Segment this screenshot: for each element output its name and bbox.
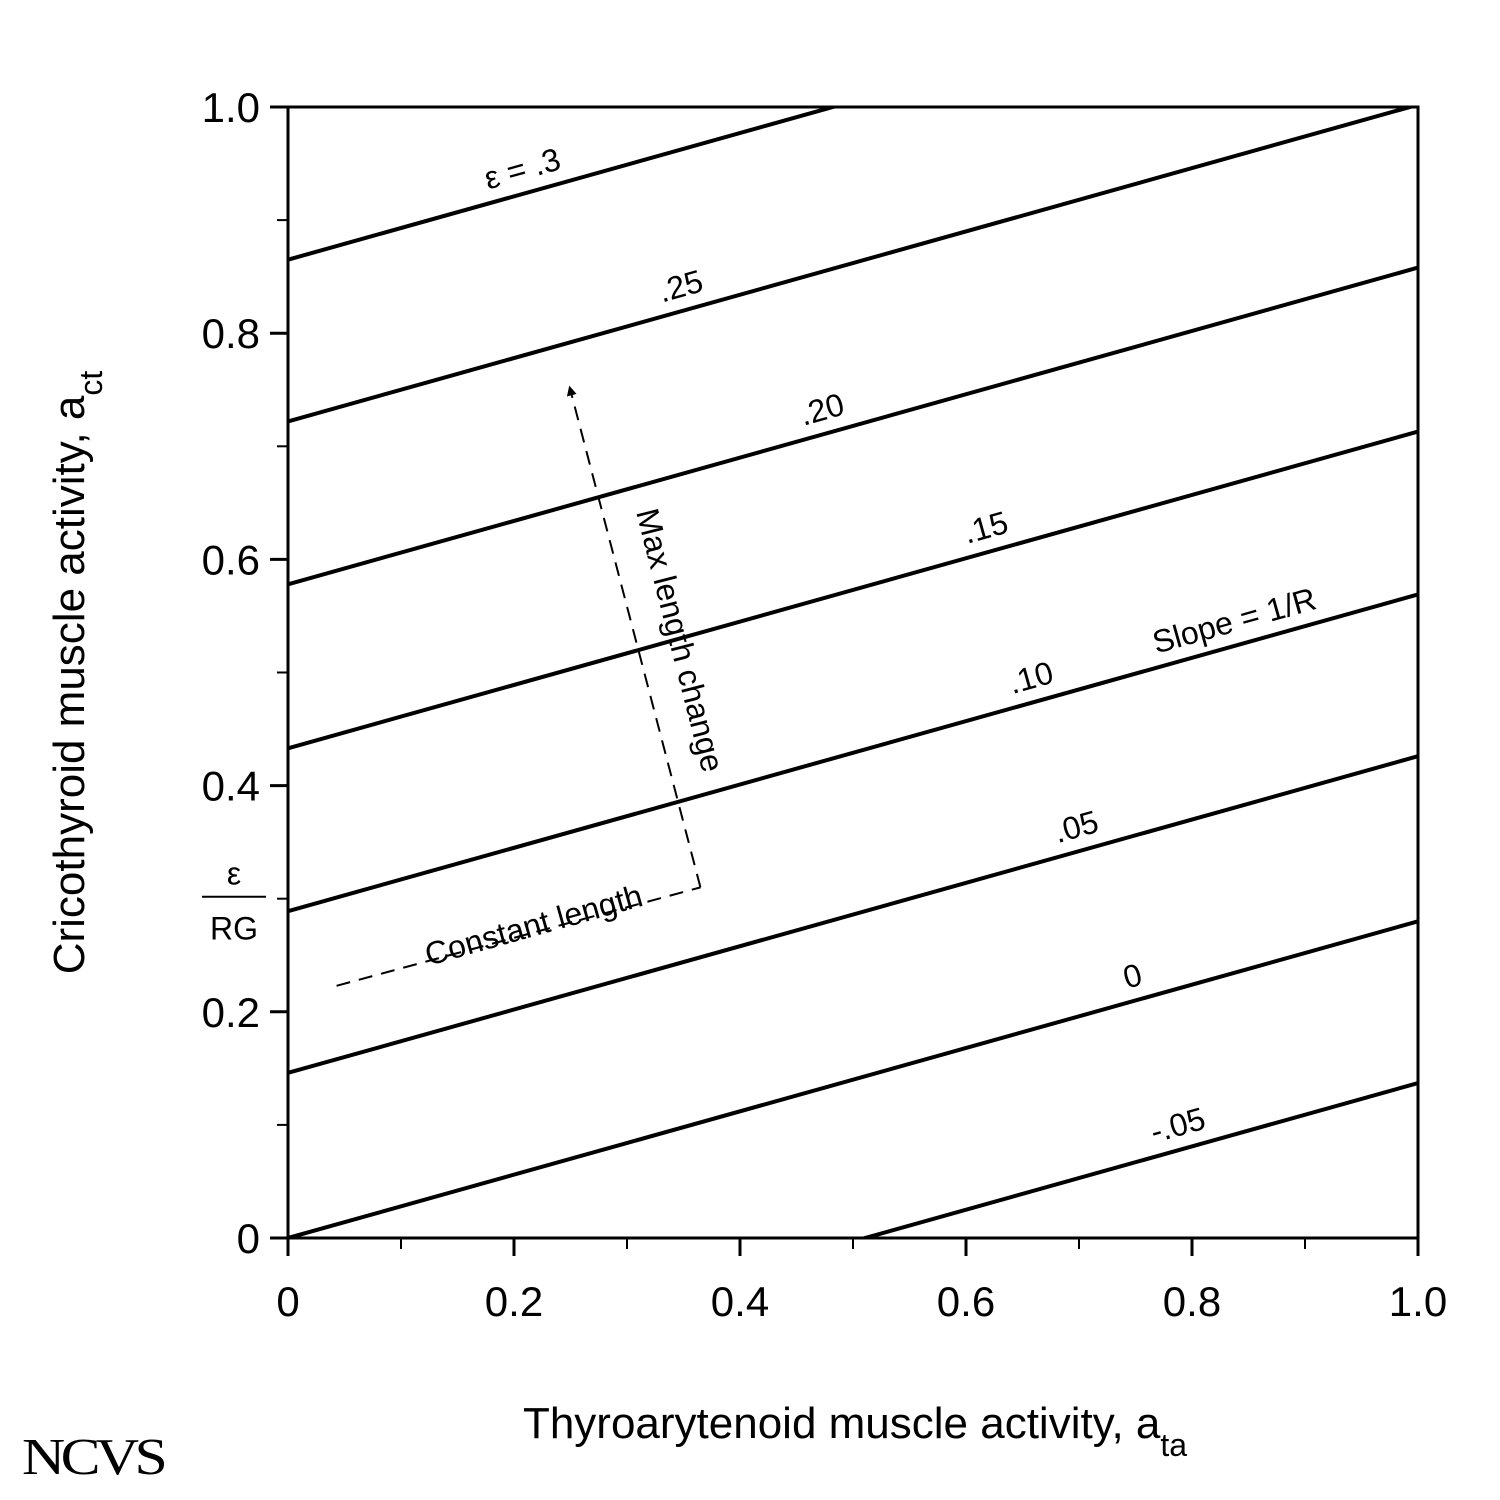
y-tick-label: 0.2 <box>202 989 260 1036</box>
x-tick-label: 0.6 <box>937 1278 995 1325</box>
y-tick-label: 0 <box>237 1215 260 1262</box>
contour-line-1 <box>288 107 1418 424</box>
contour-line-0 <box>288 107 841 262</box>
epsilon-numerator: ε <box>227 856 241 892</box>
x-tick-label: 0.8 <box>1163 1278 1221 1325</box>
constant-length-label: Constant length <box>421 877 647 972</box>
max-length-arrow <box>566 385 702 888</box>
contour-label-6: 0 <box>1119 956 1146 995</box>
rg-denominator: RG <box>210 911 258 947</box>
tick-marks: 0 0.2 0.4 0.6 0.8 1.0 0 0.2 0.4 0.6 0.8 1.0 ε RG <box>202 84 1448 1325</box>
max-length-label: Max length change <box>629 505 731 776</box>
x-axis-title: Thyroarytenoid muscle activity, ata <box>523 1399 1187 1463</box>
contour-labels: ε = .3.25.20.15.10.050-.05 <box>480 141 1209 1150</box>
x-tick-label: 0.2 <box>485 1278 543 1325</box>
y-tick-label: 1.0 <box>202 84 260 131</box>
x-tick-label: 0 <box>276 1278 299 1325</box>
y-axis-subscript: ct <box>73 371 109 396</box>
contour-line-3 <box>288 429 1418 751</box>
constant-length-line <box>336 886 701 987</box>
contour-line-7 <box>857 1081 1418 1238</box>
contour-label-2: .20 <box>796 386 849 433</box>
plot-frame <box>286 105 1420 1240</box>
contour-line-2 <box>288 265 1418 587</box>
contour-line-5 <box>288 754 1418 1075</box>
x-tick-label: 0.4 <box>711 1278 769 1325</box>
y-axis-title: Cricothyroid muscle activity, act <box>45 371 109 975</box>
slope-label: Slope = 1/R <box>1148 581 1320 661</box>
x-tick-label: 1.0 <box>1389 1278 1447 1325</box>
contour-lines <box>288 107 1418 1238</box>
contour-line-6 <box>288 919 1418 1238</box>
contour-label-1: .25 <box>654 263 707 310</box>
x-axis-subscript: ta <box>1160 1427 1187 1463</box>
contour-label-3: .15 <box>959 504 1012 551</box>
contour-label-5: .05 <box>1050 803 1103 850</box>
y-tick-label: 0.4 <box>202 763 260 810</box>
contour-label-0: ε = .3 <box>480 141 564 197</box>
ncvs-logo: NCVS <box>22 1429 168 1486</box>
contour-line-4 <box>288 592 1418 914</box>
y-tick-label: 0.8 <box>202 310 260 357</box>
contour-label-4: .10 <box>1005 654 1058 701</box>
annotations: Slope = 1/R Constant length Max length cha… <box>336 385 1320 987</box>
y-tick-label: 0.6 <box>202 536 260 583</box>
